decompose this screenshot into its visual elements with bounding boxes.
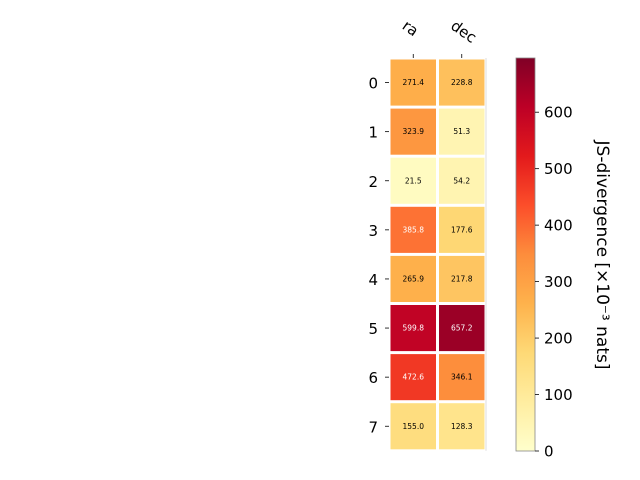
heatmap-cell (439, 108, 485, 155)
cell-value-label: 54.2 (453, 176, 470, 185)
heatmap-cell (439, 59, 485, 106)
colorbar-tick-label: 400 (544, 217, 573, 235)
cell-value-label: 599.8 (403, 324, 425, 333)
heatmap-cell (390, 206, 436, 253)
x-tick-label: dec (447, 17, 479, 47)
cell-value-label: 346.1 (451, 373, 473, 382)
colorbar-label: JS-divergence [×10⁻³ nats] (592, 140, 612, 370)
y-tick-label: 3 (368, 222, 378, 240)
colorbar-tick-label: 100 (544, 386, 573, 404)
heatmap-cell (439, 255, 485, 302)
heatmap-grid: 271.4 228.8 323.9 51.3 21.5 54.2 385.8 177.6 265… (390, 58, 487, 451)
colorbar-tick-label: 600 (544, 104, 573, 122)
y-tick-label: 2 (368, 173, 378, 191)
colorbar-tick-label: 0 (544, 443, 554, 461)
cell-value-label: 323.9 (403, 127, 425, 136)
colorbar-tick-label: 500 (544, 160, 573, 178)
colorbar-tick-label: 200 (544, 330, 573, 348)
heatmap-cell (390, 108, 436, 155)
heatmap-cell (439, 354, 485, 401)
heatmap-cell (390, 157, 436, 204)
colorbar-tick-label: 300 (544, 273, 573, 291)
cell-value-label: 657.2 (451, 324, 473, 333)
x-tick-label: ra (399, 17, 422, 41)
cell-value-label: 271.4 (403, 78, 425, 87)
x-axis: ra dec (399, 17, 480, 58)
cell-value-label: 128.3 (451, 422, 473, 431)
heatmap-cell (439, 157, 485, 204)
cell-value-label: 472.6 (403, 373, 425, 382)
y-axis: 0 1 2 3 4 5 6 7 (368, 75, 389, 436)
cell-value-label: 217.8 (451, 274, 473, 283)
y-tick-label: 5 (368, 320, 378, 338)
heatmap-cell (390, 255, 436, 302)
heatmap-cell (390, 305, 436, 352)
colorbar-gradient (515, 57, 536, 452)
heatmap-cell (439, 305, 485, 352)
cell-value-label: 385.8 (403, 225, 425, 234)
y-tick-label: 7 (368, 418, 378, 436)
cell-value-label: 21.5 (405, 176, 422, 185)
heatmap-cell (390, 354, 436, 401)
colorbar: 0 100 200 300 400 500 600 (515, 57, 573, 461)
heatmap-cell (439, 206, 485, 253)
cell-value-label: 155.0 (403, 422, 425, 431)
heatmap-cell (390, 403, 436, 450)
heatmap-cell (439, 403, 485, 450)
cell-value-label: 265.9 (403, 274, 425, 283)
cell-value-label: 177.6 (451, 225, 473, 234)
cell-value-label: 51.3 (453, 127, 470, 136)
cell-value-label: 228.8 (451, 78, 473, 87)
y-tick-label: 0 (368, 75, 378, 93)
y-tick-label: 4 (368, 271, 378, 289)
y-tick-label: 1 (368, 124, 378, 142)
heatmap-cell (390, 59, 436, 106)
y-tick-label: 6 (368, 369, 378, 387)
